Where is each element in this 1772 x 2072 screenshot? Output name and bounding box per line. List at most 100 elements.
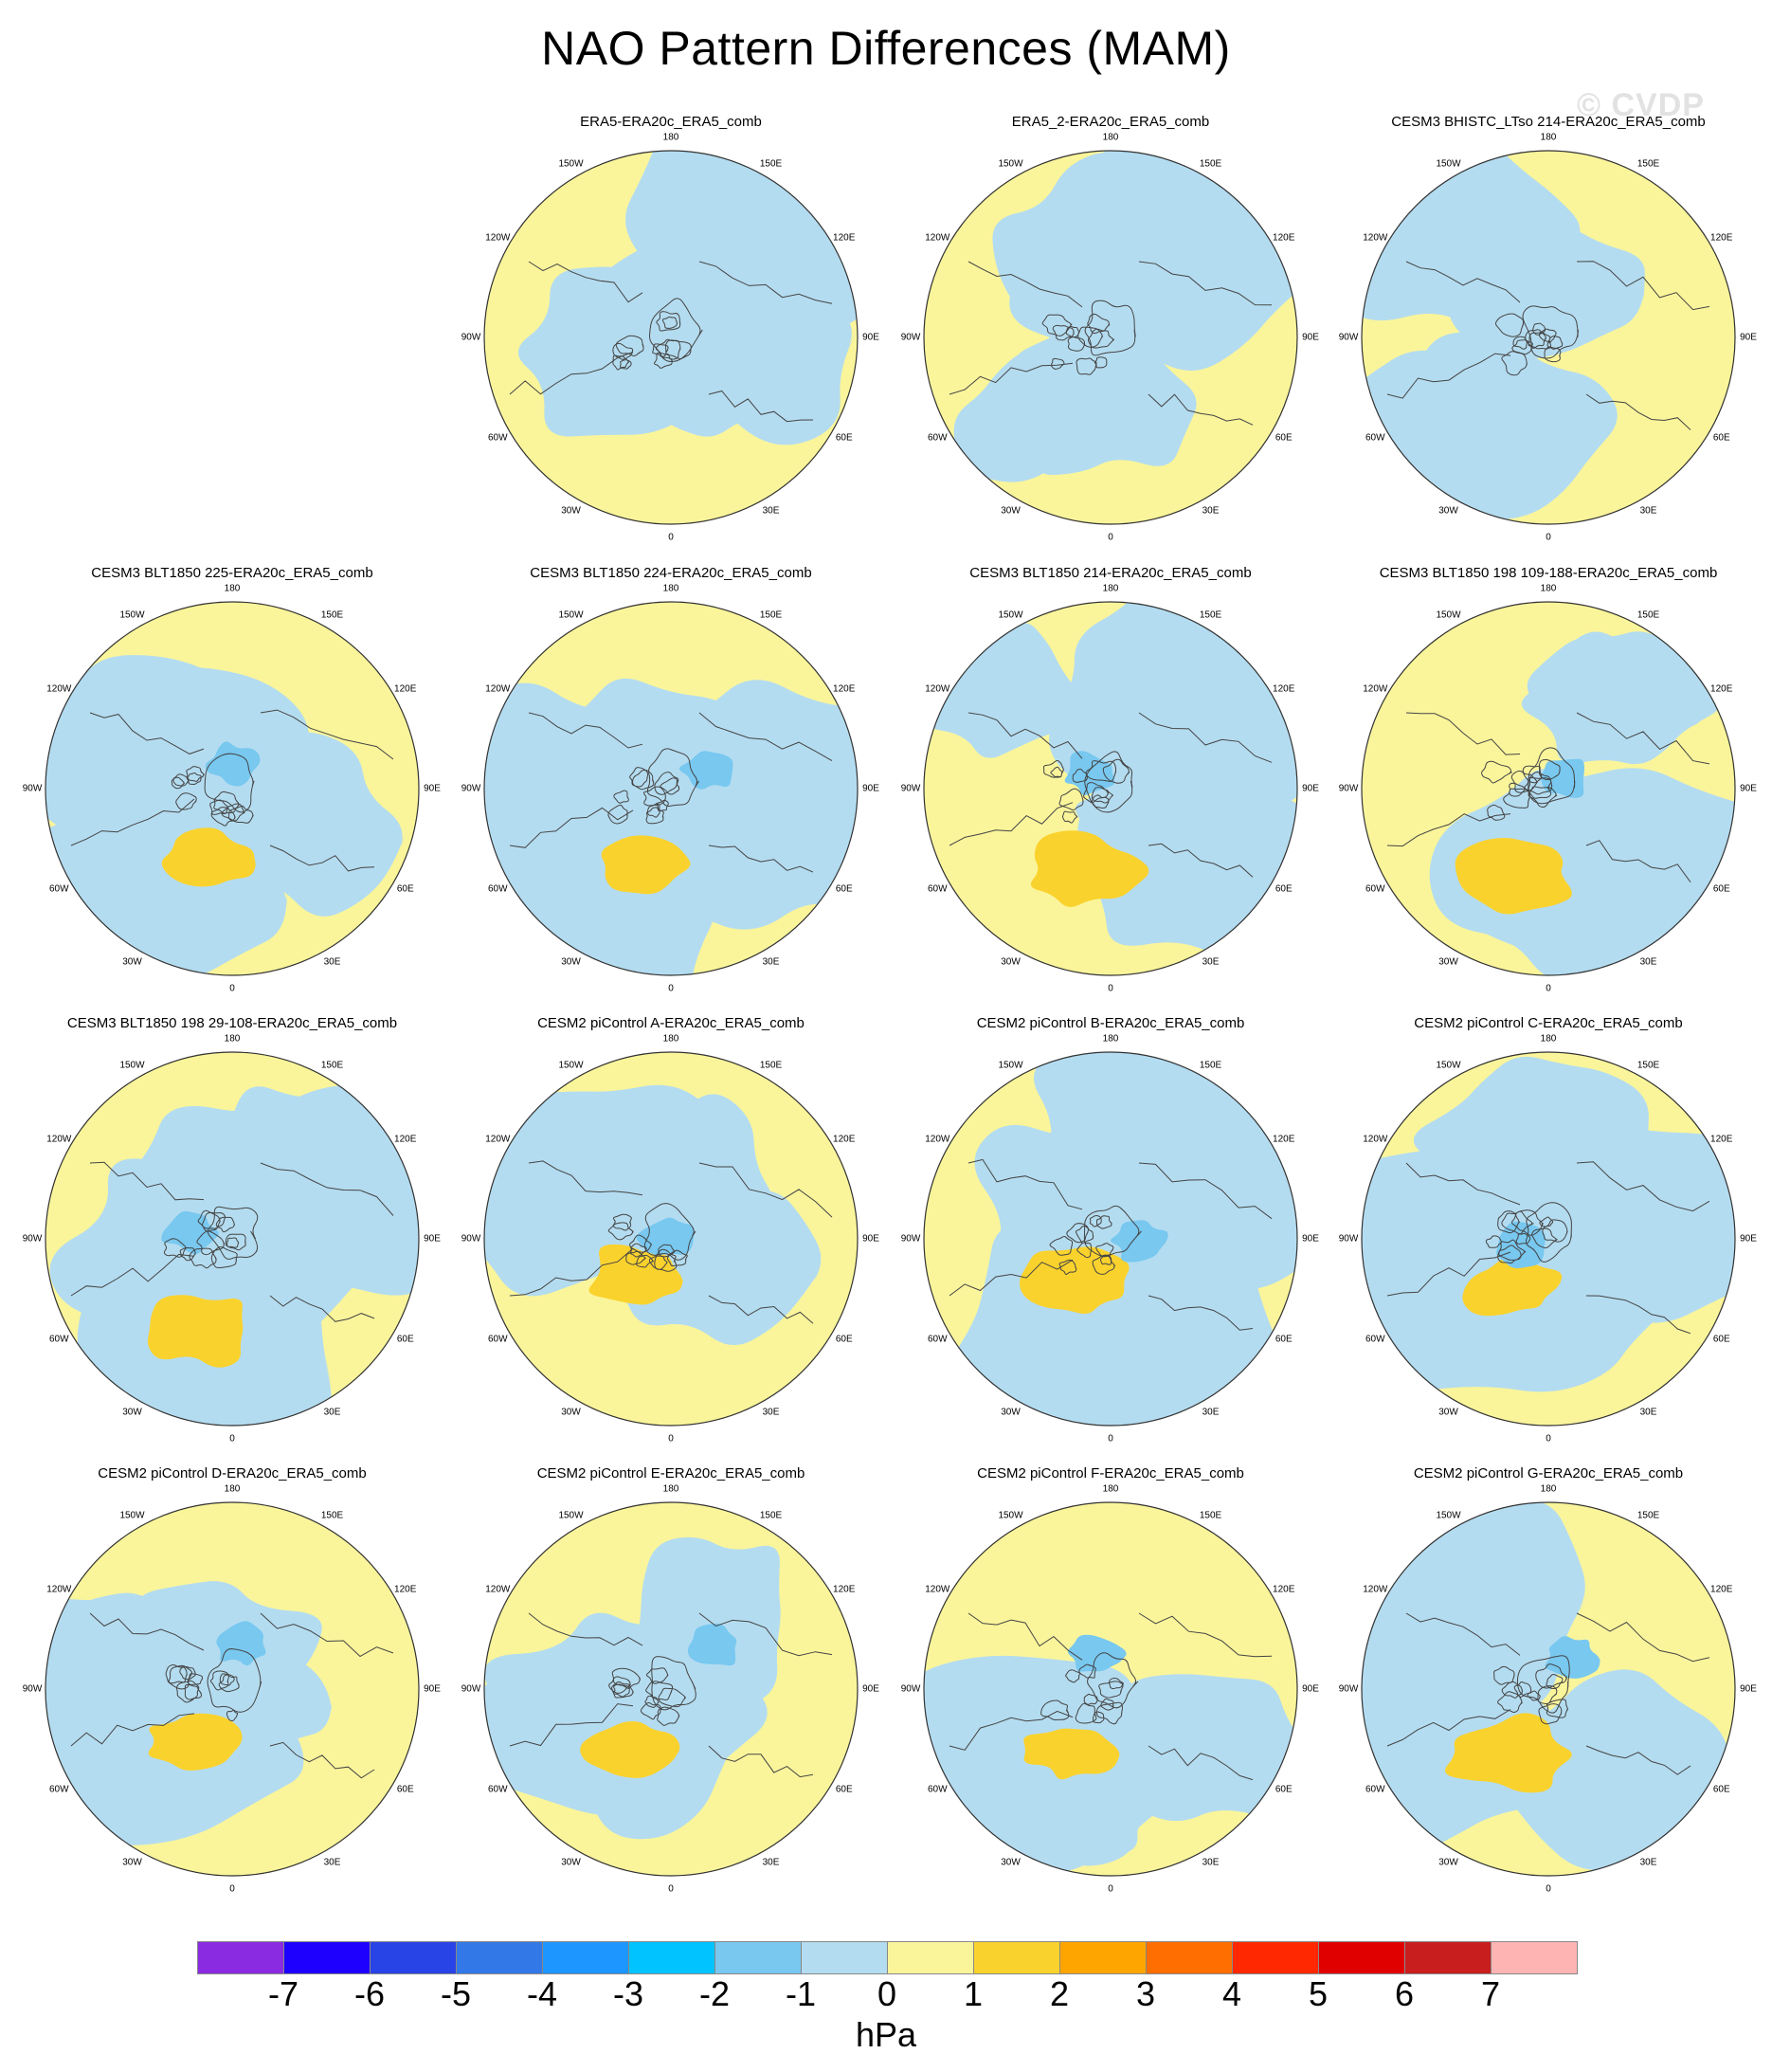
longitude-label: 30E [1202,956,1220,968]
longitude-label: 90W [1338,1233,1359,1245]
longitude-label: 150E [759,1060,783,1071]
longitude-label: 60W [1365,1334,1385,1344]
longitude-label: 90W [461,783,481,794]
panel-title: ERA5-ERA20c_ERA5_comb [580,114,762,130]
colorbar-tick-label: -5 [440,1974,471,2013]
longitude-label: 30W [1001,1857,1021,1868]
longitude-label: 150E [1636,1060,1660,1071]
longitude-label: 120W [485,1134,511,1144]
longitude-label: 90E [424,1233,441,1245]
longitude-label: 90W [22,783,43,794]
colorbar-segment [887,1941,974,1974]
longitude-label: 150W [558,158,584,170]
longitude-label: 120W [1363,1584,1388,1594]
longitude-label: 30W [122,1407,142,1418]
longitude-label: 90W [22,1233,43,1245]
strong-negative-anomaly-region [687,1623,737,1666]
colorbar-tick-label: -6 [353,1974,385,2013]
longitude-label: 150E [1199,609,1222,621]
longitude-label: 180 [224,1033,241,1045]
negative-anomaly-region [45,1592,254,1773]
map-boundary [1361,1051,1736,1427]
colorbar-segment [1059,1941,1147,1974]
longitude-label: 30E [762,956,780,968]
longitude-label: 90E [1302,1233,1319,1245]
colorbar-tick-label: -7 [267,1974,298,2013]
longitude-label: 120E [394,1584,417,1594]
longitude-label: 120W [485,1584,511,1594]
coastlines [509,712,833,873]
strong-positive-anomaly-region [601,835,694,895]
negative-anomaly-region [992,152,1196,356]
negative-anomaly-region [946,1200,1281,1426]
longitude-label: 150W [119,609,145,621]
longitude-label: 30E [1639,1857,1657,1868]
negative-anomaly-region [1413,1056,1649,1238]
longitude-label: 60W [487,1334,508,1344]
longitude-label: 90W [900,1233,921,1245]
longitude-label: 120W [46,1584,72,1594]
longitude-label: 150E [320,1510,344,1521]
coastlines [1386,1161,1710,1335]
longitude-label: 60E [835,1784,853,1794]
longitude-label: 150E [1199,1510,1222,1521]
longitude-label: 30E [1639,956,1657,968]
longitude-label: 120W [925,232,950,243]
longitude-label: 60W [48,1784,69,1794]
panel-title: CESM2 piControl F-ERA20c_ERA5_comb [977,1465,1244,1481]
longitude-label: 90E [1302,332,1319,343]
longitude-label: 90E [1740,1233,1757,1245]
longitude-label: 120W [1363,683,1388,694]
strong-positive-anomaly-region [1455,837,1572,915]
longitude-label: 180 [1540,583,1557,594]
panel-title: CESM2 piControl D-ERA20c_ERA5_comb [98,1465,367,1481]
longitude-label: 150W [119,1060,145,1071]
polar-map-5 [483,601,859,976]
longitude-label: 150E [320,609,344,621]
longitude-label: 90E [1302,783,1319,794]
longitude-label: 90W [461,1233,481,1245]
longitude-label: 30E [762,1857,780,1868]
longitude-label: 120E [833,1584,856,1594]
longitude-label: 120E [833,232,856,243]
longitude-label: 30E [323,1407,341,1418]
longitude-label: 150W [1436,1510,1461,1521]
longitude-label: 90E [862,1233,879,1245]
polar-map-12 [45,1501,420,1877]
longitude-label: 90E [1740,1683,1757,1695]
longitude-label: 0 [229,1433,235,1445]
longitude-label: 30W [122,956,142,968]
strong-negative-anomaly-region [1111,1220,1168,1263]
longitude-label: 30E [762,505,780,517]
strong-positive-anomaly-region [147,1295,244,1368]
colorbar-tick-label: 6 [1394,1974,1415,2013]
longitude-label: 90W [461,332,481,343]
longitude-label: 60W [927,883,948,894]
longitude-label: 60E [1275,1784,1293,1794]
longitude-label: 30E [1202,1857,1220,1868]
polar-map-11 [1361,1051,1736,1427]
longitude-label: 120E [1273,1134,1295,1144]
longitude-label: 120W [1363,1134,1388,1144]
negative-anomaly-region [541,678,750,831]
longitude-label: 30E [1202,1407,1220,1418]
colorbar-segment [370,1941,457,1974]
longitude-label: 30W [1001,956,1021,968]
longitude-label: 30W [561,505,581,517]
strong-negative-anomaly-region [1064,751,1115,796]
longitude-label: 150E [759,609,783,621]
strong-negative-anomaly-region [1068,1634,1129,1672]
longitude-label: 120E [394,1134,417,1144]
longitude-label: 60E [1275,1334,1293,1344]
map-boundary [923,1051,1298,1427]
strong-negative-anomaly-region [161,1210,222,1255]
map-boundary [1361,1501,1736,1877]
longitude-label: 120W [485,232,511,243]
map-boundary [483,150,859,525]
panel-title: CESM2 piControl C-ERA20c_ERA5_comb [1414,1015,1683,1031]
longitude-label: 60E [1712,1784,1730,1794]
panel-title: CESM2 piControl B-ERA20c_ERA5_comb [976,1015,1245,1031]
longitude-label: 120W [485,683,511,694]
colorbar-tick-label: -1 [785,1974,816,2013]
longitude-label: 30W [1001,505,1021,517]
